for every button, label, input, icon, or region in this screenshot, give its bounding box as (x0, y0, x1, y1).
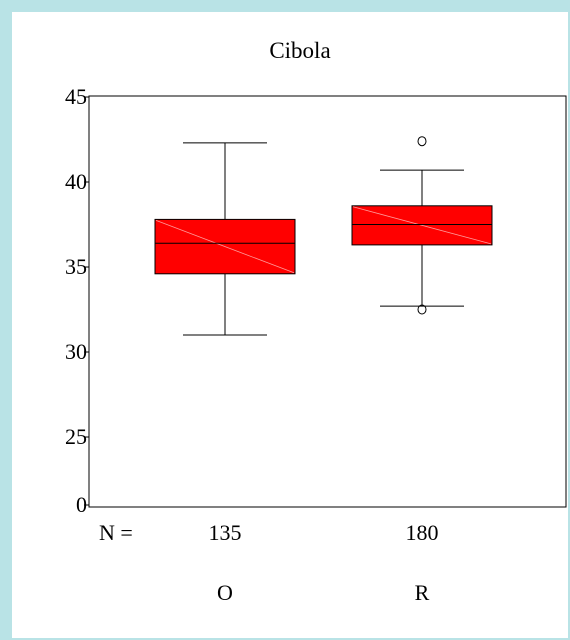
outlier-point (417, 136, 427, 147)
chart-title: Cibola (269, 38, 330, 63)
y-tick-label: 35 (65, 254, 87, 279)
category-label-R: R (415, 580, 430, 605)
y-tick-label: 25 (65, 424, 87, 449)
box-highlight (155, 220, 295, 274)
y-axis: 0 25 30 35 40 45 (65, 84, 89, 517)
category-label-O: O (217, 580, 233, 605)
outlier-point (417, 304, 427, 315)
plot-area-frame (88, 95, 567, 508)
y-tick-label: 40 (65, 169, 87, 194)
box-O (154, 142, 296, 336)
box-R (351, 136, 493, 315)
box-highlight (352, 206, 492, 245)
y-tick-label: 45 (65, 84, 87, 109)
y-tick-label: 0 (76, 492, 87, 517)
n-values: 135 180 (209, 520, 439, 545)
y-tick-label: 30 (65, 339, 87, 364)
n-value-R: 180 (406, 520, 439, 545)
boxes-group (154, 136, 493, 336)
n-value-O: 135 (209, 520, 242, 545)
n-label: N = (99, 520, 133, 545)
